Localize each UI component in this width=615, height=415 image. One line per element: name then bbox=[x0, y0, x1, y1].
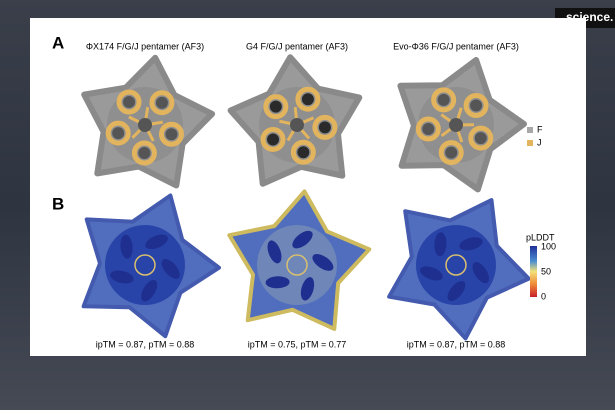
center-pore bbox=[290, 118, 304, 132]
center-pore bbox=[138, 118, 152, 132]
pore bbox=[123, 96, 135, 108]
pore bbox=[470, 99, 482, 111]
legend-swatch bbox=[527, 140, 533, 146]
pore bbox=[138, 147, 150, 159]
pore bbox=[165, 128, 177, 140]
panel-label: B bbox=[52, 194, 64, 213]
metric-caption: ipTM = 0.87, pTM = 0.88 bbox=[407, 339, 506, 349]
pore bbox=[422, 123, 434, 135]
metric-caption: ipTM = 0.87, pTM = 0.88 bbox=[96, 339, 195, 349]
pore bbox=[156, 97, 168, 109]
structure-title: Evo-Φ36 F/G/J pentamer (AF3) bbox=[393, 41, 519, 51]
legend-label: J bbox=[537, 137, 542, 147]
structure-title: ΦX174 F/G/J pentamer (AF3) bbox=[86, 41, 204, 51]
pore bbox=[297, 146, 309, 158]
pore bbox=[112, 127, 124, 139]
structure-title: G4 F/G/J pentamer (AF3) bbox=[246, 41, 348, 51]
legend-label: F bbox=[537, 124, 543, 134]
colorbar-tick: 100 bbox=[541, 241, 556, 251]
colorbar-tick: 50 bbox=[541, 266, 551, 276]
colorbar bbox=[530, 246, 537, 297]
panel-label: A bbox=[52, 33, 64, 52]
metric-caption: ipTM = 0.75, pTM = 0.77 bbox=[248, 339, 347, 349]
pore bbox=[270, 101, 282, 113]
legend-swatch bbox=[527, 127, 533, 133]
center-pore bbox=[449, 118, 463, 132]
pore bbox=[445, 147, 457, 159]
pore bbox=[302, 93, 314, 105]
pore bbox=[475, 132, 487, 144]
colorbar-tick: 0 bbox=[541, 291, 546, 301]
pore bbox=[319, 121, 331, 133]
pore bbox=[267, 133, 279, 145]
pore bbox=[438, 94, 450, 106]
